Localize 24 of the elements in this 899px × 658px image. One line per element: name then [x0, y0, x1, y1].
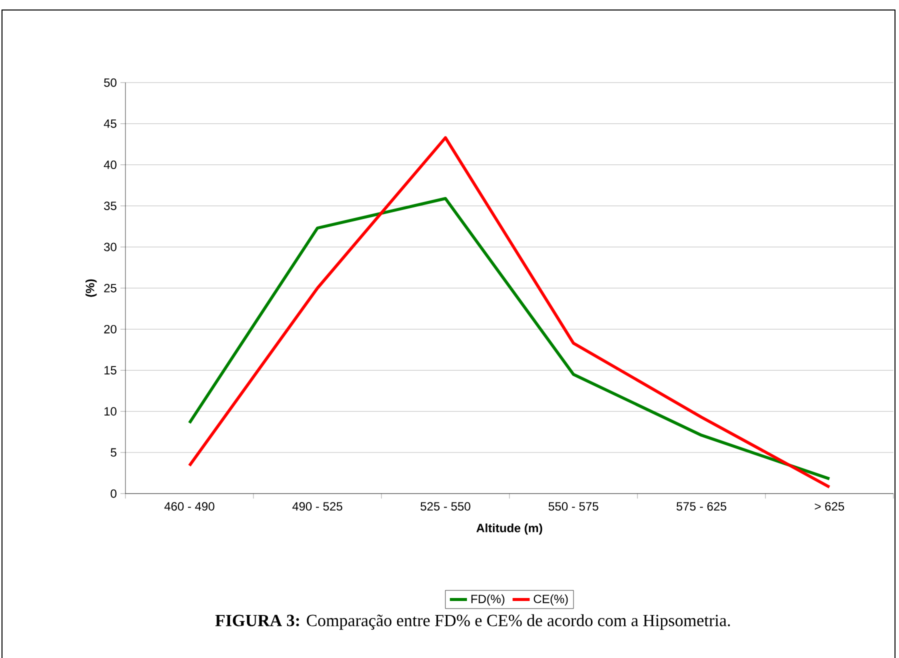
x-tick-label: 550 - 575 — [548, 502, 598, 511]
x-tick-label: 460 - 490 — [164, 502, 214, 511]
y-tick-label: 10 — [104, 407, 116, 416]
legend-label: CE(%) — [534, 594, 568, 606]
y-tick-label: 0 — [110, 489, 116, 498]
x-tick-label: > 625 — [814, 502, 844, 511]
y-tick-label: 40 — [104, 160, 116, 170]
y-tick-label: 30 — [104, 242, 116, 252]
y-tick-label: 15 — [104, 366, 116, 374]
x-tick-label: 490 - 525 — [292, 502, 342, 511]
y-axis-title: (%) — [86, 279, 97, 297]
x-tick-label: 575 - 625 — [676, 502, 726, 511]
line-series — [188, 197, 831, 480]
y-tick-label: 35 — [104, 202, 116, 210]
legend-label: FD(%) — [471, 594, 504, 606]
y-tick-label: 25 — [104, 284, 116, 292]
y-tick-label: 45 — [104, 120, 116, 128]
y-tick-label: 5 — [110, 448, 116, 457]
x-axis-title: Altitude (m) — [476, 523, 542, 535]
y-tick-label: 50 — [104, 78, 116, 87]
line-series — [188, 136, 831, 489]
x-tick-label: 525 - 550 — [420, 502, 470, 511]
y-tick-label: 20 — [104, 324, 116, 334]
text: FIGURA 3: Comparação entre FD% e CE% de acordo com a Hipsometria. — [215, 614, 730, 630]
